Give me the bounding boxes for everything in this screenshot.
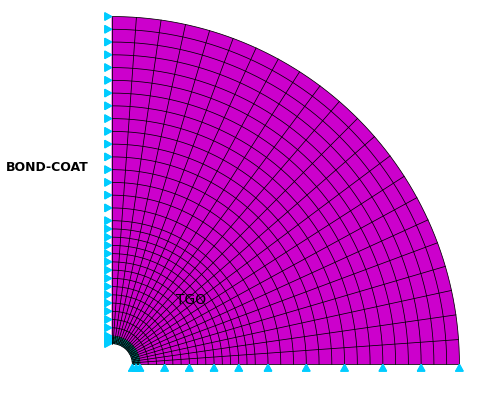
Polygon shape <box>105 225 111 233</box>
Polygon shape <box>456 364 463 371</box>
Polygon shape <box>105 233 111 241</box>
Polygon shape <box>105 333 111 341</box>
Polygon shape <box>105 340 111 347</box>
Text: TGO: TGO <box>176 293 206 307</box>
Polygon shape <box>105 13 111 20</box>
Polygon shape <box>105 89 111 97</box>
Polygon shape <box>161 364 168 371</box>
Polygon shape <box>105 38 111 46</box>
Polygon shape <box>105 324 111 331</box>
Polygon shape <box>105 191 111 199</box>
Polygon shape <box>105 337 111 345</box>
Polygon shape <box>105 140 111 148</box>
Polygon shape <box>105 204 111 212</box>
Polygon shape <box>379 364 386 371</box>
Polygon shape <box>105 76 111 84</box>
Polygon shape <box>132 364 140 371</box>
Polygon shape <box>105 51 111 59</box>
Polygon shape <box>105 299 111 307</box>
Polygon shape <box>111 17 459 364</box>
Polygon shape <box>105 179 111 186</box>
Polygon shape <box>105 153 111 161</box>
Polygon shape <box>105 274 111 282</box>
Polygon shape <box>105 250 111 257</box>
Polygon shape <box>105 64 111 71</box>
Polygon shape <box>210 364 218 371</box>
Polygon shape <box>105 332 111 340</box>
Polygon shape <box>105 242 111 249</box>
Polygon shape <box>105 336 111 344</box>
Polygon shape <box>264 364 272 371</box>
Polygon shape <box>105 267 111 274</box>
Polygon shape <box>111 336 140 364</box>
Polygon shape <box>186 364 193 371</box>
Polygon shape <box>105 217 111 225</box>
Polygon shape <box>235 364 242 371</box>
Polygon shape <box>341 364 348 371</box>
Text: BOND-COAT: BOND-COAT <box>6 161 89 174</box>
Polygon shape <box>136 364 144 371</box>
Polygon shape <box>105 166 111 173</box>
Polygon shape <box>105 102 111 110</box>
Polygon shape <box>105 115 111 122</box>
Polygon shape <box>105 128 111 135</box>
Polygon shape <box>302 364 310 371</box>
Polygon shape <box>105 308 111 315</box>
Polygon shape <box>129 364 136 371</box>
Polygon shape <box>105 291 111 299</box>
Polygon shape <box>105 25 111 33</box>
Polygon shape <box>105 339 111 346</box>
Polygon shape <box>418 364 425 371</box>
Polygon shape <box>105 283 111 290</box>
Polygon shape <box>105 335 111 342</box>
Polygon shape <box>105 316 111 323</box>
Polygon shape <box>105 258 111 266</box>
